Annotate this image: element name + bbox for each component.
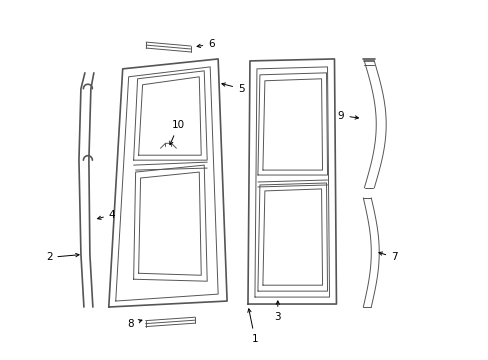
Text: 6: 6 — [197, 39, 214, 49]
Text: 4: 4 — [98, 210, 115, 220]
Text: 10: 10 — [169, 121, 184, 145]
Text: 1: 1 — [247, 309, 258, 344]
Text: 8: 8 — [127, 319, 142, 329]
Text: 7: 7 — [378, 252, 397, 262]
Text: 9: 9 — [337, 111, 358, 121]
Text: 3: 3 — [274, 301, 281, 322]
Text: 5: 5 — [222, 83, 244, 94]
Text: 2: 2 — [46, 252, 79, 262]
